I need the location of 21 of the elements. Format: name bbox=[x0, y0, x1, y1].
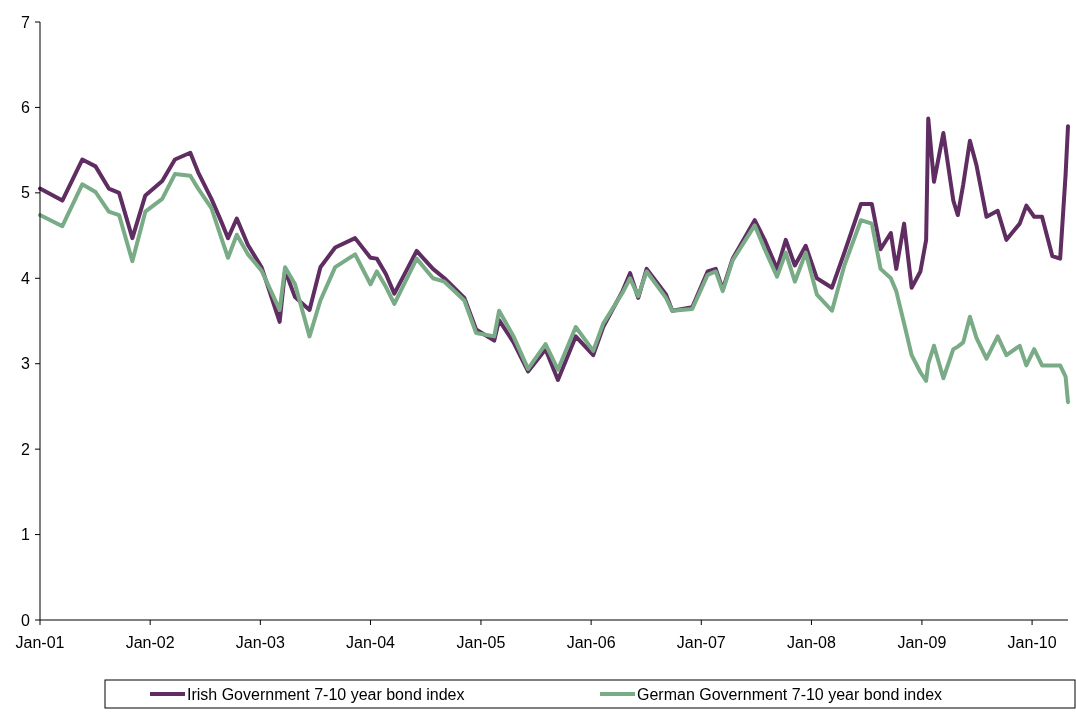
y-tick-label: 6 bbox=[21, 99, 31, 117]
x-tick-label: Jan-04 bbox=[346, 634, 396, 651]
y-tick-label: 7 bbox=[21, 13, 31, 31]
x-tick-label: Jan-09 bbox=[897, 634, 947, 651]
x-tick-label: Jan-02 bbox=[125, 634, 175, 651]
line-series bbox=[38, 172, 1070, 405]
y-tick-label: 1 bbox=[21, 526, 31, 544]
x-tick-label: Jan-10 bbox=[1007, 634, 1057, 651]
legend-label: Irish Government 7-10 year bond index bbox=[187, 685, 465, 703]
x-tick-label: Jan-08 bbox=[786, 634, 837, 651]
x-tick-label: Jan-07 bbox=[676, 634, 726, 651]
y-tick-label: 0 bbox=[21, 611, 31, 629]
x-tick-label: Jan-06 bbox=[566, 634, 616, 651]
legend-label: German Government 7-10 year bond index bbox=[637, 685, 943, 703]
x-tick-label: Jan-05 bbox=[456, 634, 506, 651]
x-tick-label: Jan-03 bbox=[235, 634, 285, 651]
x-tick-label: Jan-01 bbox=[15, 634, 65, 651]
y-tick-label: 4 bbox=[21, 269, 31, 287]
y-tick-label: 5 bbox=[21, 184, 31, 202]
y-tick-label: 3 bbox=[21, 355, 31, 373]
y-tick-label: 2 bbox=[21, 440, 31, 458]
